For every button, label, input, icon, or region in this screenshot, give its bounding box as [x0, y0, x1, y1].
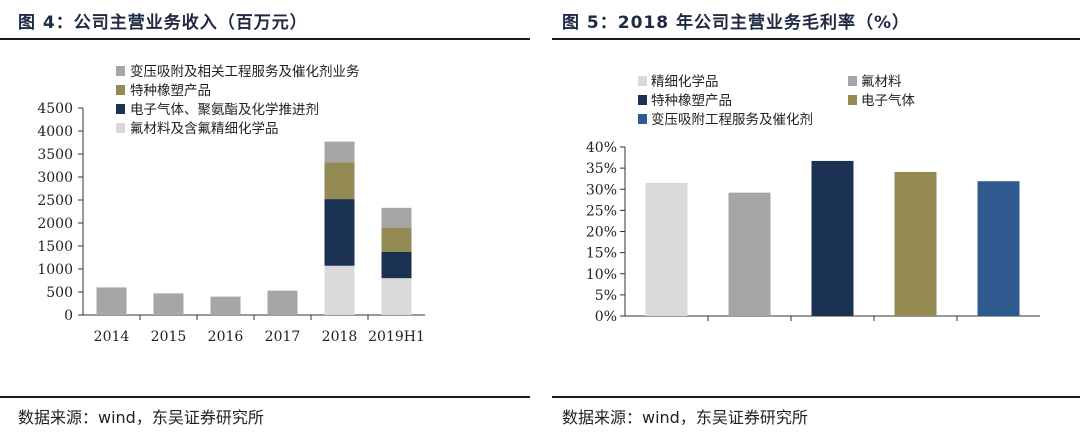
legend-label: 氟材料及含氟精细化学品 [130, 121, 279, 137]
y-tick-label: 20% [586, 225, 617, 241]
margin-bar [977, 181, 1020, 316]
y-tick-label: 25% [586, 203, 617, 219]
y-tick-label: 2500 [37, 193, 73, 209]
legend-label: 精细化学品 [651, 74, 719, 90]
bar-segment [96, 287, 127, 315]
margin-bar [811, 160, 854, 316]
title-divider [0, 38, 530, 40]
y-tick-label: 3500 [37, 147, 73, 163]
y-tick-label: 35% [586, 161, 617, 177]
legend-label: 特种橡塑产品 [651, 93, 732, 109]
bar-segment [381, 278, 412, 315]
footer-divider [552, 396, 1080, 398]
source-note: 数据来源：wind，东吴证券研究所 [18, 408, 264, 427]
bar-segment [381, 207, 412, 228]
revenue-stacked-bar-chart: 0 500 1000 1500 2000 2500 3000 3500 4000 4500 2014… [37, 64, 425, 345]
x-tick-label: 2019H1 [368, 329, 425, 345]
revenue-chart-title: 图 4：公司主营业务收入（百万元） [18, 13, 308, 33]
legend-swatch [116, 85, 125, 95]
legend-label: 电子气体 [861, 93, 915, 109]
legend-label: 电子气体、聚氨酯及化学推进剂 [130, 102, 319, 118]
legend-label: 变压吸附工程服务及催化剂 [651, 112, 813, 128]
legend-label: 特种橡塑产品 [130, 83, 211, 99]
x-tick-label: 2015 [151, 329, 187, 345]
y-tick-label: 40% [586, 140, 617, 156]
x-tick-label: 2018 [322, 329, 358, 345]
y-tick-label: 10% [586, 267, 617, 283]
legend-swatch [638, 76, 647, 86]
y-tick-label: 2000 [37, 216, 73, 232]
y-tick-label: 0 [64, 308, 73, 324]
y-tick-label: 30% [586, 182, 617, 198]
x-tick-label: 2016 [208, 329, 244, 345]
legend-swatch [848, 76, 857, 86]
bar-segment [381, 227, 412, 252]
y-tick-label: 0% [595, 309, 617, 325]
margin-panel: 图 5：2018 年公司主营业务毛利率（%） 0% 5% 10% 15% 20% 25% 3… [552, 0, 1080, 436]
title-divider [552, 38, 1080, 40]
y-tick-label: 500 [46, 285, 73, 301]
y-tick-label: 15% [586, 246, 617, 262]
x-tick-label: 2017 [265, 329, 301, 345]
margin-chart-title: 图 5：2018 年公司主营业务毛利率（%） [562, 13, 911, 33]
legend-swatch [116, 104, 125, 114]
margin-bar [645, 182, 688, 316]
margin-bar [894, 171, 937, 316]
legend-swatch [638, 114, 647, 124]
y-tick-label: 3000 [37, 170, 73, 186]
legend-label: 氟材料 [861, 74, 902, 90]
revenue-panel: 图 4：公司主营业务收入（百万元） 0 500 1000 1500 2000 2500 30… [0, 0, 530, 436]
y-tick-label: 1500 [37, 239, 73, 255]
legend-swatch [848, 95, 857, 105]
legend-swatch [116, 123, 125, 133]
legend-swatch [116, 66, 125, 76]
y-tick-label: 4000 [37, 124, 73, 140]
bar-segment [324, 141, 355, 163]
bar-segment [324, 199, 355, 266]
y-tick-label: 1000 [37, 262, 73, 278]
bar-segment [324, 162, 355, 200]
bar-segment [324, 265, 355, 315]
bar-segment [381, 251, 412, 279]
legend-swatch [638, 95, 647, 105]
bar-segment [267, 290, 298, 315]
bar-segment [153, 293, 184, 315]
footer-divider [0, 396, 530, 398]
legend-label: 变压吸附及相关工程服务及催化剂业务 [130, 64, 360, 80]
y-tick-label: 4500 [37, 101, 73, 117]
source-note: 数据来源：wind，东吴证券研究所 [562, 408, 808, 427]
bar-segment [210, 296, 241, 315]
y-tick-label: 5% [595, 288, 617, 304]
margin-bar [728, 192, 771, 316]
x-tick-label: 2014 [94, 329, 130, 345]
